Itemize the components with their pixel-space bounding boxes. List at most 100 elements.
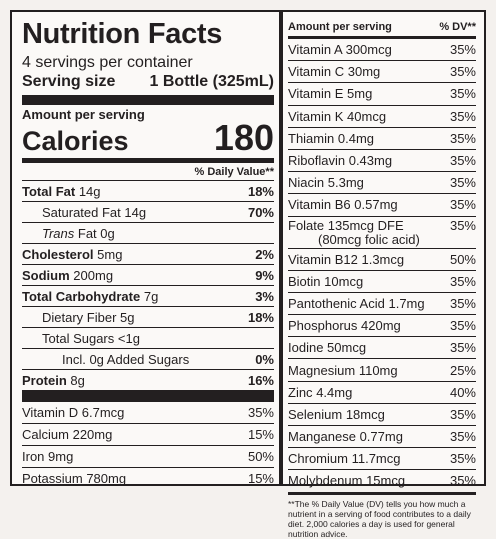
- nutrient-amount: Fat 0g: [77, 225, 115, 241]
- nutrient-name: Trans: [42, 225, 75, 241]
- vitamin-row: Niacin 5.3mg 35%: [288, 172, 476, 195]
- vitamin-amount: 220mg: [72, 427, 113, 442]
- vitamin-row: Iodine 50mcg 35%: [288, 337, 476, 360]
- vitamin-row: Vitamin C 30mg 35%: [288, 61, 476, 84]
- vitamin-amount: 420mg: [361, 318, 401, 334]
- nutrient-pct: 0%: [255, 351, 274, 367]
- nutrition-label: Nutrition Facts 4 servings per container…: [10, 10, 486, 539]
- vitamin-pct: 35%: [449, 108, 476, 124]
- vitamin-label: Vitamin B6 0.57mg: [288, 197, 398, 212]
- vitamin-name: Thiamin: [288, 130, 335, 146]
- vitamin-name: Manganese: [288, 429, 356, 445]
- vitamin-name: Calcium: [22, 427, 69, 442]
- nutrient-row-protein: Protein 8g 16%: [22, 370, 274, 390]
- nutrient-amount: 14g: [124, 204, 147, 220]
- vitamin-row: Vitamin E 5mg 35%: [288, 83, 476, 106]
- thick-divider: [22, 390, 274, 402]
- vitamin-name: Vitamin E: [288, 86, 344, 102]
- amount-per-serving: Amount per serving: [22, 107, 145, 122]
- vitamin-name: Vitamin D: [22, 405, 79, 420]
- vitamin-amount: 135mcg DFE: [327, 217, 404, 233]
- vitamin-row-potassium: Potassium 780mg 15%: [22, 468, 274, 489]
- label-title: Nutrition Facts: [22, 18, 223, 50]
- vitamin-amount: 5mg: [347, 86, 373, 102]
- vitamin-amount: 110mg: [358, 362, 398, 378]
- vitamin-pct: 35%: [449, 197, 476, 213]
- vitamin-amount: 30mg: [347, 64, 381, 80]
- vitamin-row: Biotin 10mcg 35%: [288, 271, 476, 293]
- medium-divider: [22, 158, 274, 163]
- nutrient-amount: <1g: [117, 330, 140, 346]
- vitamin-pct: 35%: [449, 406, 476, 422]
- vitamin-row-calcium: Calcium 220mg 15%: [22, 424, 274, 446]
- vitamin-row: Manganese 0.77mg 35%: [288, 426, 476, 449]
- nutrient-name: Total Fat: [22, 183, 76, 199]
- vitamin-row: Vitamin A 300mcg 35%: [288, 39, 476, 62]
- vitamin-label: Riboflavin 0.43mg: [288, 153, 392, 168]
- vitamin-amount: 1.7mg: [388, 295, 425, 311]
- servings-per-container: 4 servings per container: [22, 54, 193, 71]
- vitamin-row: Zinc 4.4mg 40%: [288, 382, 476, 404]
- nutrient-name: Dietary Fiber: [42, 309, 117, 325]
- nutrient-amount: 14g: [78, 183, 101, 199]
- vitamin-name: Molybdenum: [288, 473, 363, 489]
- vitamin-row: Riboflavin 0.43mg 35%: [288, 150, 476, 173]
- vitamin-pct: 35%: [449, 130, 476, 146]
- vitamin-label: Niacin 5.3mg: [288, 175, 364, 190]
- vitamin-pct: 35%: [449, 473, 476, 489]
- vitamin-row: Chromium 11.7mcg 35%: [288, 448, 476, 471]
- vitamin-pct: 40%: [449, 384, 476, 400]
- vitamin-amount: 18mcg: [345, 406, 385, 422]
- vitamin-name: Iodine: [288, 340, 324, 356]
- vitamin-amount: 300mcg: [345, 42, 392, 58]
- daily-value-header: % Daily Value**: [22, 163, 274, 181]
- vitamin-label: Thiamin 0.4mg: [288, 131, 374, 146]
- nutrient-pct: 2%: [255, 246, 274, 262]
- nutrient-name: Cholesterol: [22, 246, 94, 262]
- vitamin-label: Vitamin A 300mcg: [288, 42, 392, 57]
- footnote: **The % Daily Value (DV) tells you how m…: [288, 498, 471, 539]
- nutrient-amount: 5g: [120, 309, 135, 325]
- vitamin-name: Phosphorus: [288, 318, 358, 334]
- nutrient-pct: 9%: [255, 267, 274, 283]
- nutrient-pct: 3%: [255, 288, 274, 304]
- right-header-dv: % DV**: [439, 21, 476, 33]
- nutrient-row-total-sugars: Total Sugars <1g: [22, 328, 274, 349]
- vitamin-row: Folate 135mcg DFE (80mcg folic acid) 35%: [288, 217, 476, 249]
- vitamin-pct: 35%: [449, 429, 476, 445]
- vitamin-amount: 0.43mg: [348, 153, 393, 169]
- vitamin-pct: 35%: [449, 318, 476, 334]
- vitamin-amount: 4.4mg: [316, 384, 353, 400]
- vitamin-label: Iodine 50mcg: [288, 340, 366, 355]
- nutrient-name: Incl. 0g Added Sugars: [62, 351, 190, 367]
- nutrient-amount: 8g: [70, 372, 85, 388]
- vitamin-pct: 35%: [449, 273, 476, 289]
- vitamin-row: Pantothenic Acid 1.7mg 35%: [288, 293, 476, 316]
- right-header: Amount per serving % DV**: [288, 20, 476, 39]
- serving-size-label: Serving size: [22, 73, 116, 90]
- thick-divider: [22, 95, 274, 105]
- vitamin-amount: 5.3mg: [327, 175, 364, 191]
- vitamin-row: Magnesium 110mg 25%: [288, 359, 476, 382]
- vitamin-amount: 9mg: [48, 449, 74, 464]
- nutrient-row-total-fat: Total Fat 14g 18%: [22, 181, 274, 202]
- vitamin-subnote: (80mcg folic acid): [318, 231, 420, 247]
- nutrient-pct: 18%: [247, 309, 274, 325]
- vitamin-name: Vitamin C: [288, 64, 345, 80]
- vitamin-name: Vitamin K: [288, 108, 344, 124]
- nutrient-amount: 5mg: [97, 246, 123, 262]
- vitamin-row: Selenium 18mcg 35%: [288, 404, 476, 426]
- vitamin-name: Niacin: [288, 175, 325, 191]
- vitamin-row: Vitamin K 40mcg 35%: [288, 106, 476, 128]
- vitamin-label: Vitamin E 5mg: [288, 86, 372, 101]
- nutrient-name: Saturated Fat: [42, 204, 121, 220]
- nutrient-pct: 16%: [247, 372, 274, 388]
- nutrient-amount: 7g: [143, 288, 159, 304]
- vitamin-pct: 35%: [247, 405, 274, 420]
- right-header-amount: Amount per serving: [288, 21, 392, 33]
- nutrient-row-saturated-fat: Saturated Fat 14g 70%: [22, 202, 274, 223]
- vitamin-row-vitamin-d: Vitamin D 6.7mcg 35%: [22, 402, 274, 424]
- vitamin-pct: 35%: [449, 153, 476, 169]
- vitamin-name: Vitamin B12: [288, 251, 358, 267]
- nutrient-pct: 18%: [247, 183, 274, 199]
